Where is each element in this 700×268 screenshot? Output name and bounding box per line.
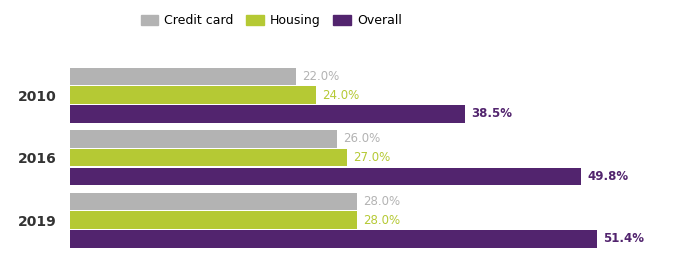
Bar <box>70 230 597 248</box>
Text: 38.5%: 38.5% <box>471 107 512 120</box>
Text: 28.0%: 28.0% <box>363 214 400 227</box>
Bar <box>70 105 465 123</box>
Bar <box>70 149 347 166</box>
Text: 49.8%: 49.8% <box>587 170 628 183</box>
Legend: Credit card, Housing, Overall: Credit card, Housing, Overall <box>136 9 407 32</box>
Text: 22.0%: 22.0% <box>302 70 339 83</box>
Bar <box>70 68 295 85</box>
Text: 28.0%: 28.0% <box>363 195 400 208</box>
Bar <box>70 130 337 148</box>
Text: 27.0%: 27.0% <box>353 151 391 164</box>
Bar <box>70 168 581 185</box>
Text: 26.0%: 26.0% <box>343 132 380 146</box>
Bar <box>70 211 357 229</box>
Bar <box>70 193 357 210</box>
Text: 51.4%: 51.4% <box>603 232 645 245</box>
Text: 24.0%: 24.0% <box>323 89 360 102</box>
Bar <box>70 86 316 104</box>
